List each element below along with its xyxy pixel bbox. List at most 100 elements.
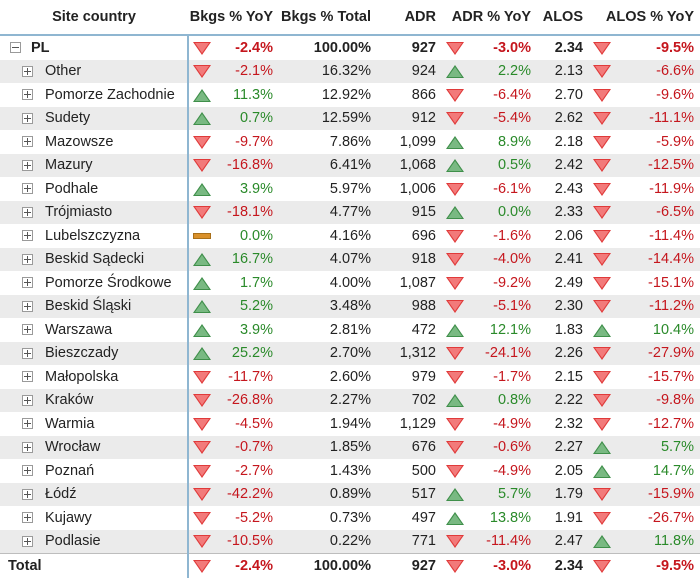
adr-yoy-cell: -4.0% [442, 247, 537, 271]
down-arrow-icon [593, 135, 611, 149]
table-row[interactable]: Warmia -4.5% 1.94% 1,129 -4.9% 2.32 -12.7% [0, 412, 700, 436]
alos-yoy-cell: -11.1% [589, 106, 700, 130]
column-header-alos[interactable]: ALOS [537, 0, 589, 36]
bkgs-yoy-value: -2.4% [235, 557, 273, 574]
expand-plus-icon[interactable] [22, 206, 33, 218]
total-row[interactable]: Total -2.4% 100.00% 927 -3.0% 2.34 -9.5% [0, 553, 700, 578]
table-row[interactable]: Podlasie -10.5% 0.22% 771 -11.4% 2.47 11.8% [0, 529, 700, 554]
bkgs-yoy-value: 3.9% [239, 321, 273, 338]
collapse-minus-icon[interactable] [10, 42, 21, 54]
down-arrow-icon [593, 370, 611, 384]
expand-plus-icon[interactable] [22, 512, 33, 524]
expand-plus-icon[interactable] [22, 136, 33, 148]
table-row[interactable]: Pomorze Zachodnie 11.3% 12.92% 866 -6.4% 2.70… [0, 83, 700, 107]
alos-yoy-cell: -6.5% [589, 200, 700, 224]
table-row[interactable]: PL -2.4% 100.00% 927 -3.0% 2.34 -9.5% [0, 35, 700, 60]
alos-yoy-cell: -12.7% [589, 412, 700, 436]
table-row[interactable]: Beskid Śląski 5.2% 3.48% 988 -5.1% 2.30 -11.2% [0, 294, 700, 318]
alos-yoy-cell: 10.4% [589, 318, 700, 342]
alos-yoy-cell: -5.9% [589, 130, 700, 154]
column-header-bkgs-total[interactable]: Bkgs % Total [279, 0, 377, 36]
site-country-cell: Wrocław [0, 435, 189, 459]
down-arrow-icon [193, 511, 211, 525]
expand-plus-icon[interactable] [22, 159, 33, 171]
up-arrow-icon [446, 158, 464, 173]
alos-yoy-value: 5.7% [660, 439, 694, 456]
alos-yoy-value: -15.1% [648, 274, 694, 291]
table-row[interactable]: Mazury -16.8% 6.41% 1,068 0.5% 2.42 -12.5% [0, 153, 700, 177]
expand-plus-icon[interactable] [22, 347, 33, 359]
site-country-label: Pomorze Zachodnie [45, 86, 175, 103]
expand-plus-icon[interactable] [22, 230, 33, 242]
site-country-cell: Mazowsze [0, 130, 189, 154]
table-row[interactable]: Bieszczady 25.2% 2.70% 1,312 -24.1% 2.26 -27.9… [0, 341, 700, 365]
table-row[interactable]: Podhale 3.9% 5.97% 1,006 -6.1% 2.43 -11.9% [0, 177, 700, 201]
alos-cell: 2.34 [537, 553, 589, 578]
bkgs-yoy-value: 0.0% [239, 227, 273, 244]
table-body: PL -2.4% 100.00% 927 -3.0% 2.34 -9.5% Other -2.1… [0, 35, 700, 578]
up-arrow-icon [593, 534, 611, 549]
expand-plus-icon[interactable] [22, 371, 33, 383]
alos-yoy-cell: -9.6% [589, 83, 700, 107]
expand-plus-icon[interactable] [22, 112, 33, 124]
expand-plus-icon[interactable] [22, 277, 33, 289]
table-row[interactable]: Trójmiasto -18.1% 4.77% 915 0.0% 2.33 -6.5% [0, 200, 700, 224]
adr-yoy-cell: 12.1% [442, 318, 537, 342]
adr-yoy-value: -6.1% [493, 180, 531, 197]
bkgs-yoy-value: -10.5% [227, 533, 273, 550]
adr-yoy-cell: 0.0% [442, 200, 537, 224]
alos-yoy-cell: -11.9% [589, 177, 700, 201]
column-header-adr-yoy[interactable]: ADR % YoY [442, 0, 537, 36]
site-country-label: PL [31, 39, 50, 56]
table-row[interactable]: Lubelszczyzna 0.0% 4.16% 696 -1.6% 2.06 -11.4% [0, 224, 700, 248]
bkgs-yoy-cell: -4.5% [188, 412, 279, 436]
expand-plus-icon[interactable] [22, 253, 33, 265]
expand-plus-icon[interactable] [22, 65, 33, 77]
expand-plus-icon[interactable] [22, 418, 33, 430]
alos-cell: 2.26 [537, 341, 589, 365]
adr-yoy-cell: -11.4% [442, 529, 537, 554]
alos-yoy-cell: -11.4% [589, 224, 700, 248]
table-row[interactable]: Warszawa 3.9% 2.81% 472 12.1% 1.83 10.4% [0, 318, 700, 342]
expand-plus-icon[interactable] [22, 394, 33, 406]
table-row[interactable]: Sudety 0.7% 12.59% 912 -5.4% 2.62 -11.1% [0, 106, 700, 130]
bkgs-yoy-cell: 3.9% [188, 318, 279, 342]
column-header-alos-yoy[interactable]: ALOS % YoY [589, 0, 700, 36]
table-row[interactable]: Kraków -26.8% 2.27% 702 0.8% 2.22 -9.8% [0, 388, 700, 412]
expand-plus-icon[interactable] [22, 441, 33, 453]
expand-plus-icon[interactable] [22, 300, 33, 312]
table-row[interactable]: Pomorze Środkowe 1.7% 4.00% 1,087 -9.2% 2.49 -… [0, 271, 700, 295]
expand-plus-icon[interactable] [22, 465, 33, 477]
bkgs-total-cell: 4.00% [329, 274, 371, 291]
bkgs-yoy-value: -9.7% [235, 133, 273, 150]
table-row[interactable]: Wrocław -0.7% 1.85% 676 -0.6% 2.27 5.7% [0, 435, 700, 459]
down-arrow-icon [593, 276, 611, 290]
table-row[interactable]: Poznań -2.7% 1.43% 500 -4.9% 2.05 14.7% [0, 459, 700, 483]
table-row[interactable]: Other -2.1% 16.32% 924 2.2% 2.13 -6.6% [0, 59, 700, 83]
down-arrow-icon [446, 370, 464, 384]
expand-plus-icon[interactable] [22, 535, 33, 547]
column-header-bkgs-yoy[interactable]: Bkgs % YoY [188, 0, 279, 36]
alos-yoy-value: -11.4% [649, 227, 694, 244]
bkgs-total-cell: 5.97% [329, 180, 371, 197]
alos-yoy-cell: -12.5% [589, 153, 700, 177]
column-header-adr[interactable]: ADR [377, 0, 442, 36]
table-row[interactable]: Małopolska -11.7% 2.60% 979 -1.7% 2.15 -15.7% [0, 365, 700, 389]
site-country-label: Total [8, 557, 42, 574]
adr-cell: 927 [377, 553, 442, 578]
alos-cell: 2.47 [537, 529, 589, 554]
table-row[interactable]: Kujawy -5.2% 0.73% 497 13.8% 1.91 -26.7% [0, 506, 700, 530]
expand-plus-icon[interactable] [22, 324, 33, 336]
expand-plus-icon[interactable] [22, 183, 33, 195]
up-arrow-icon [446, 205, 464, 220]
column-header-site-country[interactable]: Site country [0, 0, 188, 36]
table-row[interactable]: Mazowsze -9.7% 7.86% 1,099 8.9% 2.18 -5.9% [0, 130, 700, 154]
expand-plus-icon[interactable] [22, 89, 33, 101]
up-arrow-icon [193, 323, 211, 337]
table-row[interactable]: Łódź -42.2% 0.89% 517 5.7% 1.79 -15.9% [0, 482, 700, 506]
expand-plus-icon[interactable] [22, 488, 33, 500]
alos-yoy-cell: 14.7% [589, 459, 700, 483]
table-row[interactable]: Beskid Sądecki 16.7% 4.07% 918 -4.0% 2.41 -14.… [0, 247, 700, 271]
up-arrow-icon [446, 135, 464, 149]
site-country-label: Warszawa [45, 321, 113, 338]
